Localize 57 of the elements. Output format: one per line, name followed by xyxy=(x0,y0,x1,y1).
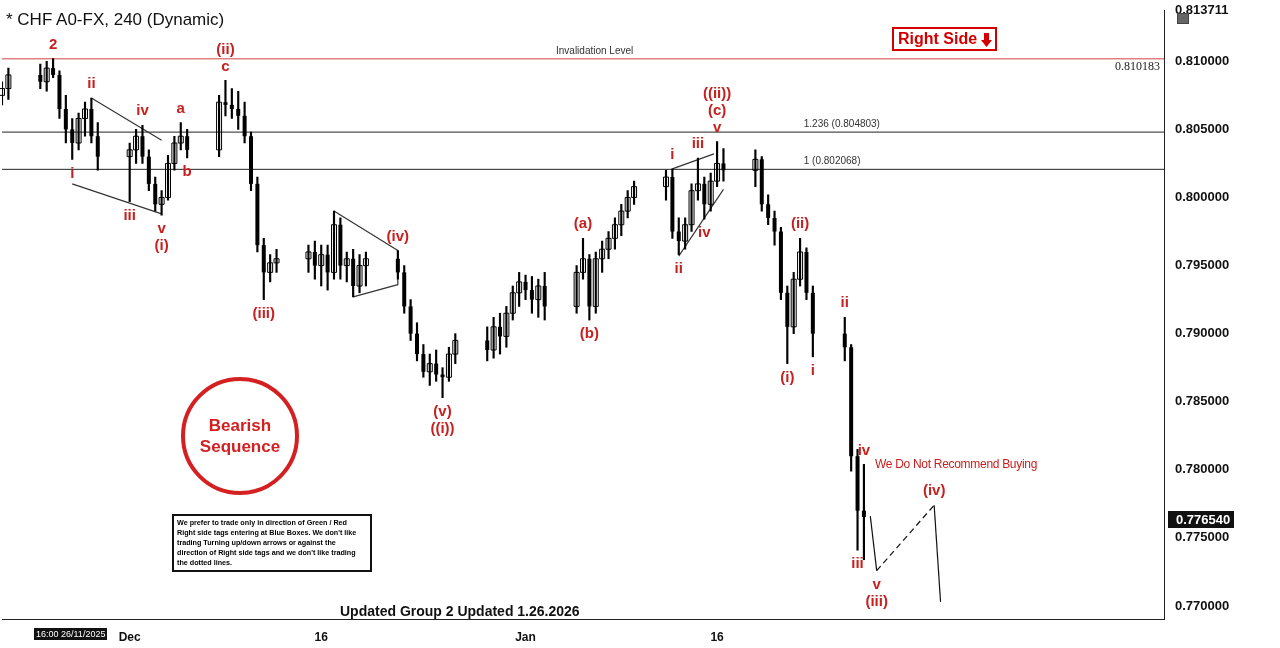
ref-line-label: Invalidation Level xyxy=(555,44,634,56)
annotation: (ii) xyxy=(216,39,235,57)
annotation: v xyxy=(157,219,167,237)
annotation: (i) xyxy=(780,367,795,385)
y-tick-label: 0.775000 xyxy=(1175,529,1230,545)
ref-line-label: 1.236 (0.804803) xyxy=(803,118,880,130)
annotation: v xyxy=(712,117,722,135)
annotation: i xyxy=(670,145,675,163)
annotation: (c) xyxy=(707,100,727,118)
annotation: (v) xyxy=(433,401,452,419)
chart-title: * CHF A0-FX, 240 (Dynamic) xyxy=(6,10,225,30)
y-tick-label: 0.813711 xyxy=(1175,2,1229,18)
annotation: (iv) xyxy=(922,481,946,499)
text: 16:00 26/11/2025 xyxy=(34,628,108,640)
annotation: ((ii)) xyxy=(702,83,732,101)
annotation: ii xyxy=(840,293,849,311)
y-tick-label: 0.780000 xyxy=(1175,461,1230,477)
annotation: iv xyxy=(857,440,871,458)
annotation: (ii) xyxy=(790,214,810,232)
y-tick-label: 0.790000 xyxy=(1175,325,1230,341)
annotation: 2 xyxy=(48,34,58,52)
ref-line-label: 1 (0.802068) xyxy=(803,155,861,167)
annotation: (i) xyxy=(154,236,169,254)
annotation: Bearish Sequence xyxy=(181,377,299,495)
annotation: a xyxy=(176,98,186,116)
y-tick-label: 0.805000 xyxy=(1175,120,1230,136)
y-tick-label: 0.795000 xyxy=(1175,257,1230,273)
annotation: iv xyxy=(698,223,712,241)
annotation: (iii) xyxy=(865,591,888,609)
annotation: (b) xyxy=(579,324,599,342)
y-tick-label: 0.800000 xyxy=(1175,189,1230,205)
annotation: ii xyxy=(674,258,683,276)
annotation: Updated Group 2 Updated 1.26.2026 xyxy=(340,603,580,619)
x-tick-label: 16 xyxy=(314,630,329,645)
annotation: (a) xyxy=(573,214,593,232)
y-tick-label: 0.810000 xyxy=(1175,52,1230,68)
annotation: c xyxy=(221,56,230,74)
annotation: iv xyxy=(136,101,150,119)
annotation: ((i)) xyxy=(430,418,455,436)
y-tick-label: 0.770000 xyxy=(1175,597,1230,613)
x-tick-label: 16 xyxy=(710,630,725,645)
y-tick-label: 0.785000 xyxy=(1175,393,1230,409)
annotation: 0.810183 xyxy=(1115,58,1160,73)
annotation: (iii) xyxy=(252,303,276,321)
annotation: (iv) xyxy=(386,226,410,244)
text: 0.776540 xyxy=(1168,511,1235,528)
x-tick-label: Dec xyxy=(118,630,142,645)
annotation: v xyxy=(872,574,882,592)
annotation: Right Side xyxy=(892,27,998,51)
annotation: i xyxy=(810,360,815,378)
annotation: iii xyxy=(691,134,705,152)
annotation: iii xyxy=(851,554,864,572)
annotation: We Do Not Recommend Buying xyxy=(875,457,1038,471)
annotation: i xyxy=(70,163,75,181)
x-tick-label: Jan xyxy=(515,630,536,645)
annotation: iii xyxy=(123,205,136,223)
annotation: ii xyxy=(87,74,96,92)
